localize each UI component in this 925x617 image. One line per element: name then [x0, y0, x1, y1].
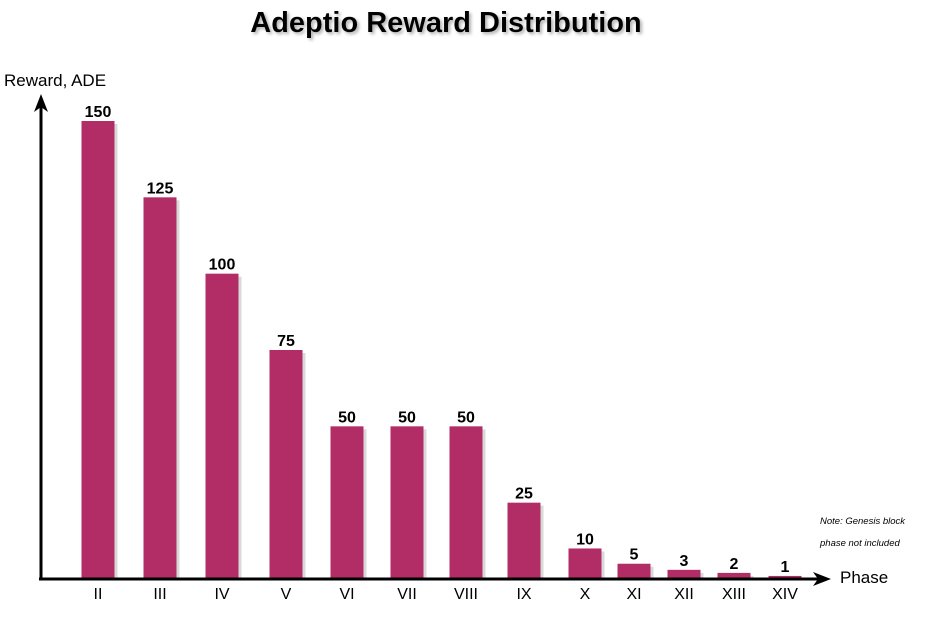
chart-title: Adeptio Reward Distribution: [250, 7, 642, 39]
x-tick-X: X: [580, 586, 591, 603]
bar-XII: [667, 569, 701, 579]
bar-V: [269, 350, 303, 579]
data-label-XII: 3: [680, 553, 689, 570]
bar-X: [568, 548, 602, 579]
x-tick-XIV: XIV: [772, 586, 798, 603]
data-labels: 150 125 100 75 50 50 50 25 10 5 3 2 1: [85, 104, 790, 576]
x-tick-XII: XII: [674, 586, 694, 603]
data-label-VII: 50: [398, 409, 416, 426]
x-axis-label: Phase: [840, 568, 888, 587]
x-tick-V: V: [281, 586, 292, 603]
bar-IX: [507, 502, 541, 579]
x-tick-VIII: VIII: [454, 586, 478, 603]
bar-IV: [205, 273, 239, 579]
bar-VI: [330, 426, 364, 579]
data-label-IX: 25: [515, 486, 533, 503]
bar-XI: [617, 563, 651, 579]
note-line-2: phase not included: [819, 538, 900, 549]
x-tick-XIII: XIII: [722, 586, 746, 603]
data-label-X: 10: [576, 531, 594, 548]
data-label-II: 150: [85, 104, 112, 121]
bar-XIII: [717, 572, 751, 579]
data-label-XIII: 2: [730, 556, 739, 573]
y-axis-label: Reward, ADE: [4, 71, 106, 90]
x-tick-IX: IX: [516, 586, 531, 603]
data-label-XI: 5: [630, 547, 639, 564]
data-label-III: 125: [147, 180, 174, 197]
bar-II: [81, 121, 115, 579]
data-label-VIII: 50: [457, 409, 475, 426]
data-label-V: 75: [277, 333, 295, 350]
note-line-1: Note: Genesis block: [820, 516, 906, 527]
x-tick-VI: VI: [339, 586, 354, 603]
bar-XIV: [768, 575, 802, 579]
bar-VII: [390, 426, 424, 579]
data-label-IV: 100: [209, 257, 236, 274]
y-axis-arrow: [34, 94, 48, 112]
x-tick-labels: II III IV V VI VII VIII IX X XI XII XIII XIV: [94, 586, 799, 603]
x-axis-arrow: [813, 572, 831, 586]
x-tick-IV: IV: [214, 586, 229, 603]
x-tick-VII: VII: [397, 586, 417, 603]
x-tick-XI: XI: [626, 586, 641, 603]
bar-VIII: [449, 426, 483, 579]
data-label-VI: 50: [338, 409, 356, 426]
x-tick-III: III: [153, 586, 166, 603]
x-tick-II: II: [94, 586, 103, 603]
bar-group: [81, 121, 805, 580]
data-label-XIV: 1: [781, 559, 790, 576]
bar-III: [143, 197, 177, 580]
